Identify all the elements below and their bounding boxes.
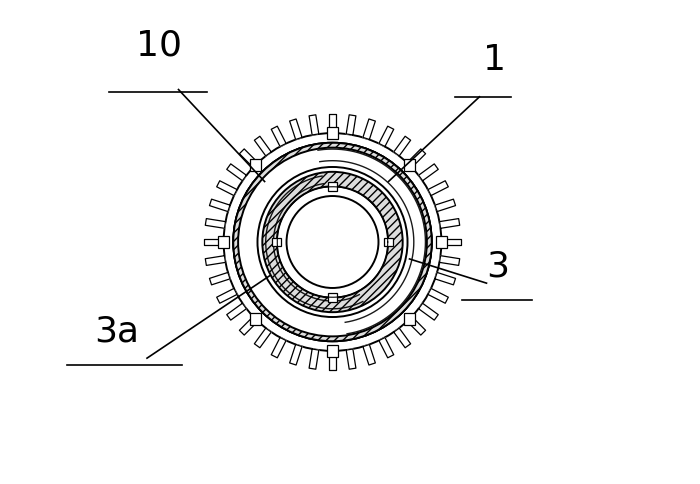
Ellipse shape <box>276 186 388 298</box>
Polygon shape <box>394 136 411 156</box>
FancyBboxPatch shape <box>218 236 230 248</box>
Polygon shape <box>329 114 336 133</box>
FancyBboxPatch shape <box>404 313 415 325</box>
Polygon shape <box>428 181 448 196</box>
Polygon shape <box>440 256 460 265</box>
Text: 3: 3 <box>486 249 510 283</box>
Polygon shape <box>379 126 393 147</box>
Polygon shape <box>435 199 456 212</box>
Polygon shape <box>309 349 318 369</box>
Polygon shape <box>428 288 448 303</box>
Polygon shape <box>329 351 336 370</box>
Text: 10: 10 <box>136 29 183 63</box>
FancyBboxPatch shape <box>404 159 415 171</box>
FancyBboxPatch shape <box>384 238 393 246</box>
Ellipse shape <box>233 143 432 341</box>
Polygon shape <box>290 119 302 139</box>
Polygon shape <box>205 256 225 265</box>
FancyBboxPatch shape <box>250 159 261 171</box>
Polygon shape <box>419 303 438 320</box>
FancyBboxPatch shape <box>435 236 447 248</box>
Polygon shape <box>239 317 258 335</box>
Polygon shape <box>217 181 237 196</box>
FancyBboxPatch shape <box>328 182 337 191</box>
Polygon shape <box>435 272 456 285</box>
Polygon shape <box>227 303 246 320</box>
Ellipse shape <box>262 172 402 312</box>
Text: 3a: 3a <box>94 315 139 348</box>
Polygon shape <box>363 345 375 365</box>
Polygon shape <box>394 328 411 348</box>
Polygon shape <box>290 345 302 365</box>
Polygon shape <box>205 219 225 228</box>
Polygon shape <box>440 219 460 228</box>
Polygon shape <box>209 272 230 285</box>
Ellipse shape <box>258 167 407 317</box>
Polygon shape <box>442 239 461 245</box>
Ellipse shape <box>286 196 379 288</box>
Polygon shape <box>379 337 393 358</box>
Polygon shape <box>346 349 356 369</box>
Polygon shape <box>272 126 286 147</box>
FancyBboxPatch shape <box>272 238 281 246</box>
Polygon shape <box>217 288 237 303</box>
Ellipse shape <box>233 143 432 341</box>
Ellipse shape <box>233 143 432 341</box>
Text: 1: 1 <box>483 44 506 77</box>
Polygon shape <box>407 317 426 335</box>
FancyBboxPatch shape <box>328 293 337 302</box>
Ellipse shape <box>223 133 442 351</box>
Polygon shape <box>227 164 246 181</box>
FancyBboxPatch shape <box>327 345 338 357</box>
FancyBboxPatch shape <box>250 313 261 325</box>
Polygon shape <box>239 149 258 167</box>
Polygon shape <box>363 119 375 139</box>
FancyBboxPatch shape <box>327 127 338 139</box>
Polygon shape <box>254 328 271 348</box>
Polygon shape <box>204 239 223 245</box>
Polygon shape <box>346 115 356 135</box>
Ellipse shape <box>238 148 427 336</box>
Polygon shape <box>407 149 426 167</box>
Ellipse shape <box>233 143 432 341</box>
Polygon shape <box>254 136 271 156</box>
Polygon shape <box>419 164 438 181</box>
Polygon shape <box>272 337 286 358</box>
Polygon shape <box>209 199 230 212</box>
Polygon shape <box>309 115 318 135</box>
